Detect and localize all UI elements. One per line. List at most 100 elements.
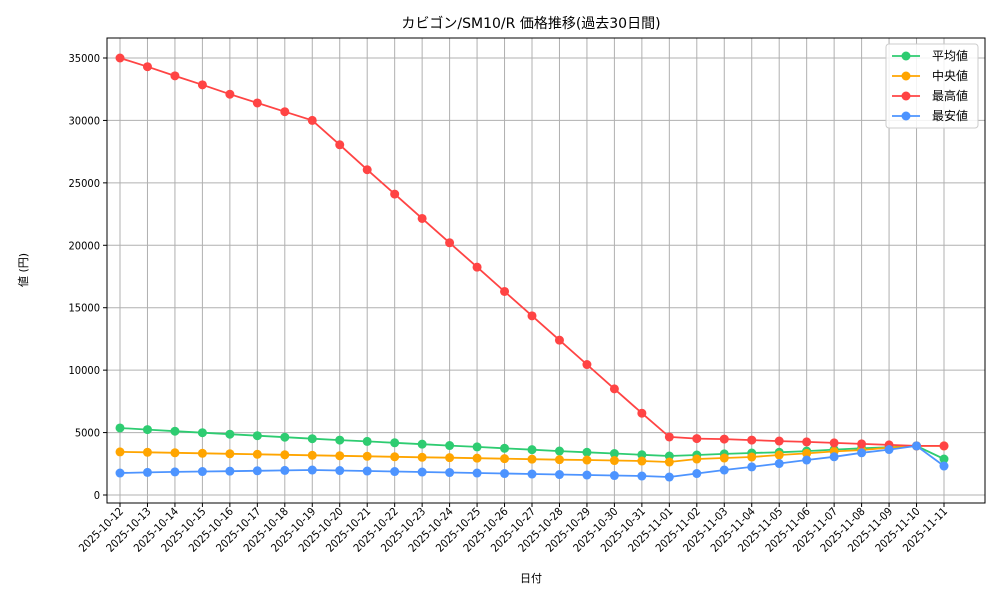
data-point [829,438,839,448]
chart-title: カビゴン/SM10/R 価格推移(過去30日間) [401,15,660,32]
data-point [609,456,619,466]
data-point [609,449,619,459]
data-point [142,425,152,435]
data-point [747,462,757,472]
data-point [225,449,235,459]
legend-box [885,43,979,129]
data-point [747,435,757,445]
data-point [225,89,235,99]
data-point [197,448,207,458]
data-point [500,469,510,479]
data-point [280,450,290,460]
data-point [719,453,729,463]
data-point [252,431,262,441]
series-3 [115,441,949,482]
y-tick-label: 30000 [69,114,100,127]
data-point [252,466,262,476]
data-point [582,447,592,457]
data-point [197,80,207,90]
data-point [115,468,125,478]
data-point [747,452,757,462]
data-point [939,441,949,451]
data-point [445,238,455,248]
data-point [417,439,427,449]
data-point [170,426,180,436]
data-point [307,465,317,475]
data-point [582,360,592,370]
data-point [472,468,482,478]
data-point [664,432,674,442]
data-point [692,469,702,479]
legend-label: 中央値 [932,68,968,83]
data-point [445,453,455,463]
data-point [500,443,510,453]
data-point [390,438,400,448]
data-point [115,447,125,457]
y-tick-label: 25000 [69,177,100,190]
data-point [774,450,784,460]
x-axis: 2025-10-122025-10-132025-10-142025-10-15… [76,503,950,555]
data-point [527,454,537,464]
data-point [472,442,482,452]
data-point [939,461,949,471]
data-point [142,467,152,477]
data-point [362,436,372,446]
data-point [637,408,647,418]
data-point [500,286,510,296]
legend-label: 最安値 [932,108,968,123]
data-point [802,437,812,447]
y-axis-label: 値 (円) [17,253,30,287]
data-point [252,449,262,459]
data-point [939,454,949,464]
data-point [335,466,345,476]
data-point [554,446,564,456]
data-point [335,140,345,150]
legend-marker-icon [901,91,911,101]
data-point [527,469,537,479]
data-point [609,384,619,394]
data-point [142,62,152,72]
data-point [884,445,894,455]
data-point [280,107,290,117]
data-point [719,465,729,475]
data-point [857,439,867,449]
data-point [664,472,674,482]
y-tick-label: 20000 [69,239,100,252]
data-point [664,457,674,467]
data-point [417,467,427,477]
data-point [609,471,619,481]
data-point [197,428,207,438]
data-point [802,455,812,465]
data-point [857,448,867,458]
data-point [362,451,372,461]
data-point [554,455,564,465]
data-point [527,445,537,455]
data-point [252,98,262,108]
data-point [390,189,400,199]
data-point [774,436,784,446]
grid [107,38,985,503]
legend-label: 最高値 [932,88,968,103]
legend-marker-icon [901,51,911,61]
data-point [829,452,839,462]
data-point [637,450,647,460]
y-tick-label: 10000 [69,364,100,377]
data-point [445,468,455,478]
data-point [417,452,427,462]
data-point [307,434,317,444]
data-point [170,467,180,477]
data-point [225,429,235,439]
data-point [445,441,455,451]
data-point [115,53,125,63]
y-axis: 0 5000 10000 15000 20000 25000 30000 35000 [69,52,107,502]
data-point [637,471,647,481]
data-point [527,311,537,321]
data-point [390,452,400,462]
data-point [774,459,784,469]
data-point [142,447,152,457]
data-point [554,470,564,480]
data-point [582,470,592,480]
series-2 [115,53,949,451]
data-point [417,213,427,223]
